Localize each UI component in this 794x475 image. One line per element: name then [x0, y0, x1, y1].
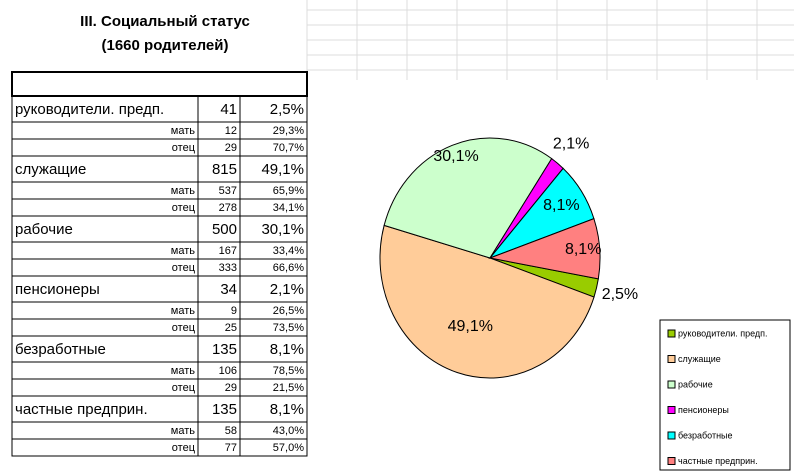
- sub-label: отец: [172, 322, 196, 334]
- row-label: частные предприн.: [15, 401, 148, 418]
- sub-cell: [11, 198, 199, 217]
- sub-cell: [11, 378, 199, 397]
- row-label: безработные: [15, 341, 106, 358]
- legend-marker: [667, 329, 676, 338]
- legend-label: руководители. предп.: [678, 328, 768, 338]
- row-label: рабочие: [15, 221, 73, 238]
- slice-label: 8,1%: [543, 197, 579, 214]
- sub-count: 12: [225, 125, 237, 137]
- sub-label: мать: [171, 425, 195, 437]
- slice-label: 30,1%: [433, 148, 478, 165]
- sub-percent: 78,5%: [273, 365, 304, 377]
- row-label: пенсионеры: [15, 281, 100, 298]
- sub-cell: [11, 258, 199, 277]
- row-label: служащие: [15, 161, 86, 178]
- sub-count: 58: [225, 425, 237, 437]
- sub-percent: 21,5%: [273, 382, 304, 394]
- pie-chart: 2,5% 49,1% 30,1% 2,1% 8,1% 8,1%: [379, 136, 638, 379]
- sub-label: отец: [172, 202, 196, 214]
- sub-count: 106: [219, 365, 237, 377]
- legend-marker: [667, 380, 676, 389]
- sub-count: 167: [219, 245, 237, 257]
- sub-count: 29: [225, 142, 237, 154]
- slice-label: 49,1%: [448, 318, 493, 335]
- sub-percent: 26,5%: [273, 305, 304, 317]
- legend-label: безработные: [678, 430, 733, 440]
- row-count: 815: [212, 161, 237, 178]
- sub-label: мать: [171, 125, 195, 137]
- row-count: 500: [212, 221, 237, 238]
- sub-percent: 57,0%: [273, 442, 304, 454]
- sub-percent: 70,7%: [273, 142, 304, 154]
- sub-percent: 43,0%: [273, 425, 304, 437]
- sub-count: 29: [225, 382, 237, 394]
- row-count: 41: [220, 101, 237, 118]
- sub-label: мать: [171, 185, 195, 197]
- sub-label: отец: [172, 142, 196, 154]
- sub-percent: 73,5%: [273, 322, 304, 334]
- row-count: 34: [220, 281, 237, 298]
- legend-marker: [667, 406, 676, 414]
- sub-label: мать: [171, 245, 195, 257]
- pie-slice: [379, 224, 595, 379]
- sub-count: 25: [225, 322, 237, 334]
- sub-label: отец: [172, 382, 196, 394]
- legend-marker: [667, 431, 676, 440]
- table-title: III. Социальный статус: [80, 13, 250, 30]
- sheet-grid: [306, 0, 794, 80]
- slice-label: 8,1%: [565, 241, 601, 258]
- legend: руководители. предп. служащие рабочие пенси…: [667, 328, 768, 466]
- table-subtitle: (1660 родителей): [102, 37, 229, 54]
- legend-label: частные предприн.: [678, 456, 758, 466]
- sub-percent: 33,4%: [273, 245, 304, 257]
- row-percent: 8,1%: [270, 401, 304, 418]
- legend-box: [659, 319, 791, 471]
- legend-label: пенсионеры: [678, 405, 729, 415]
- sub-percent: 34,1%: [273, 202, 304, 214]
- slice-label: 2,1%: [553, 136, 589, 153]
- sub-count: 537: [219, 185, 237, 197]
- legend-marker: [667, 355, 676, 363]
- legend-marker: [667, 457, 676, 465]
- row-percent: 49,1%: [261, 161, 304, 178]
- sub-label: мать: [171, 365, 195, 377]
- sub-count: 77: [225, 442, 237, 454]
- sub-count: 333: [219, 262, 237, 274]
- sub-label: отец: [172, 262, 196, 274]
- row-percent: 30,1%: [261, 221, 304, 238]
- row-count: 135: [212, 401, 237, 418]
- sub-cell: [11, 438, 199, 457]
- sub-count: 278: [219, 202, 237, 214]
- sub-count: 9: [231, 305, 237, 317]
- row-percent: 2,5%: [270, 101, 304, 118]
- sub-cell: [239, 438, 308, 457]
- row-percent: 2,1%: [270, 281, 304, 298]
- sub-label: отец: [172, 442, 196, 454]
- sub-label: мать: [171, 305, 195, 317]
- pie-slice: [383, 137, 553, 259]
- sub-percent: 29,3%: [273, 125, 304, 137]
- sub-percent: 66,6%: [273, 262, 304, 274]
- pie-slice: [488, 217, 601, 280]
- row-count: 135: [212, 341, 237, 358]
- sub-cell: [11, 318, 199, 337]
- header-row: [11, 71, 308, 97]
- table: руководители. предп. 41 2,5% мать 12 29,3% оте…: [11, 95, 308, 457]
- slice-label: 2,5%: [602, 286, 638, 303]
- row-label: руководители. предп.: [15, 101, 164, 118]
- sub-cell: [11, 138, 199, 157]
- legend-label: служащие: [678, 354, 721, 364]
- legend-label: рабочие: [678, 379, 713, 389]
- row-percent: 8,1%: [270, 341, 304, 358]
- sub-percent: 65,9%: [273, 185, 304, 197]
